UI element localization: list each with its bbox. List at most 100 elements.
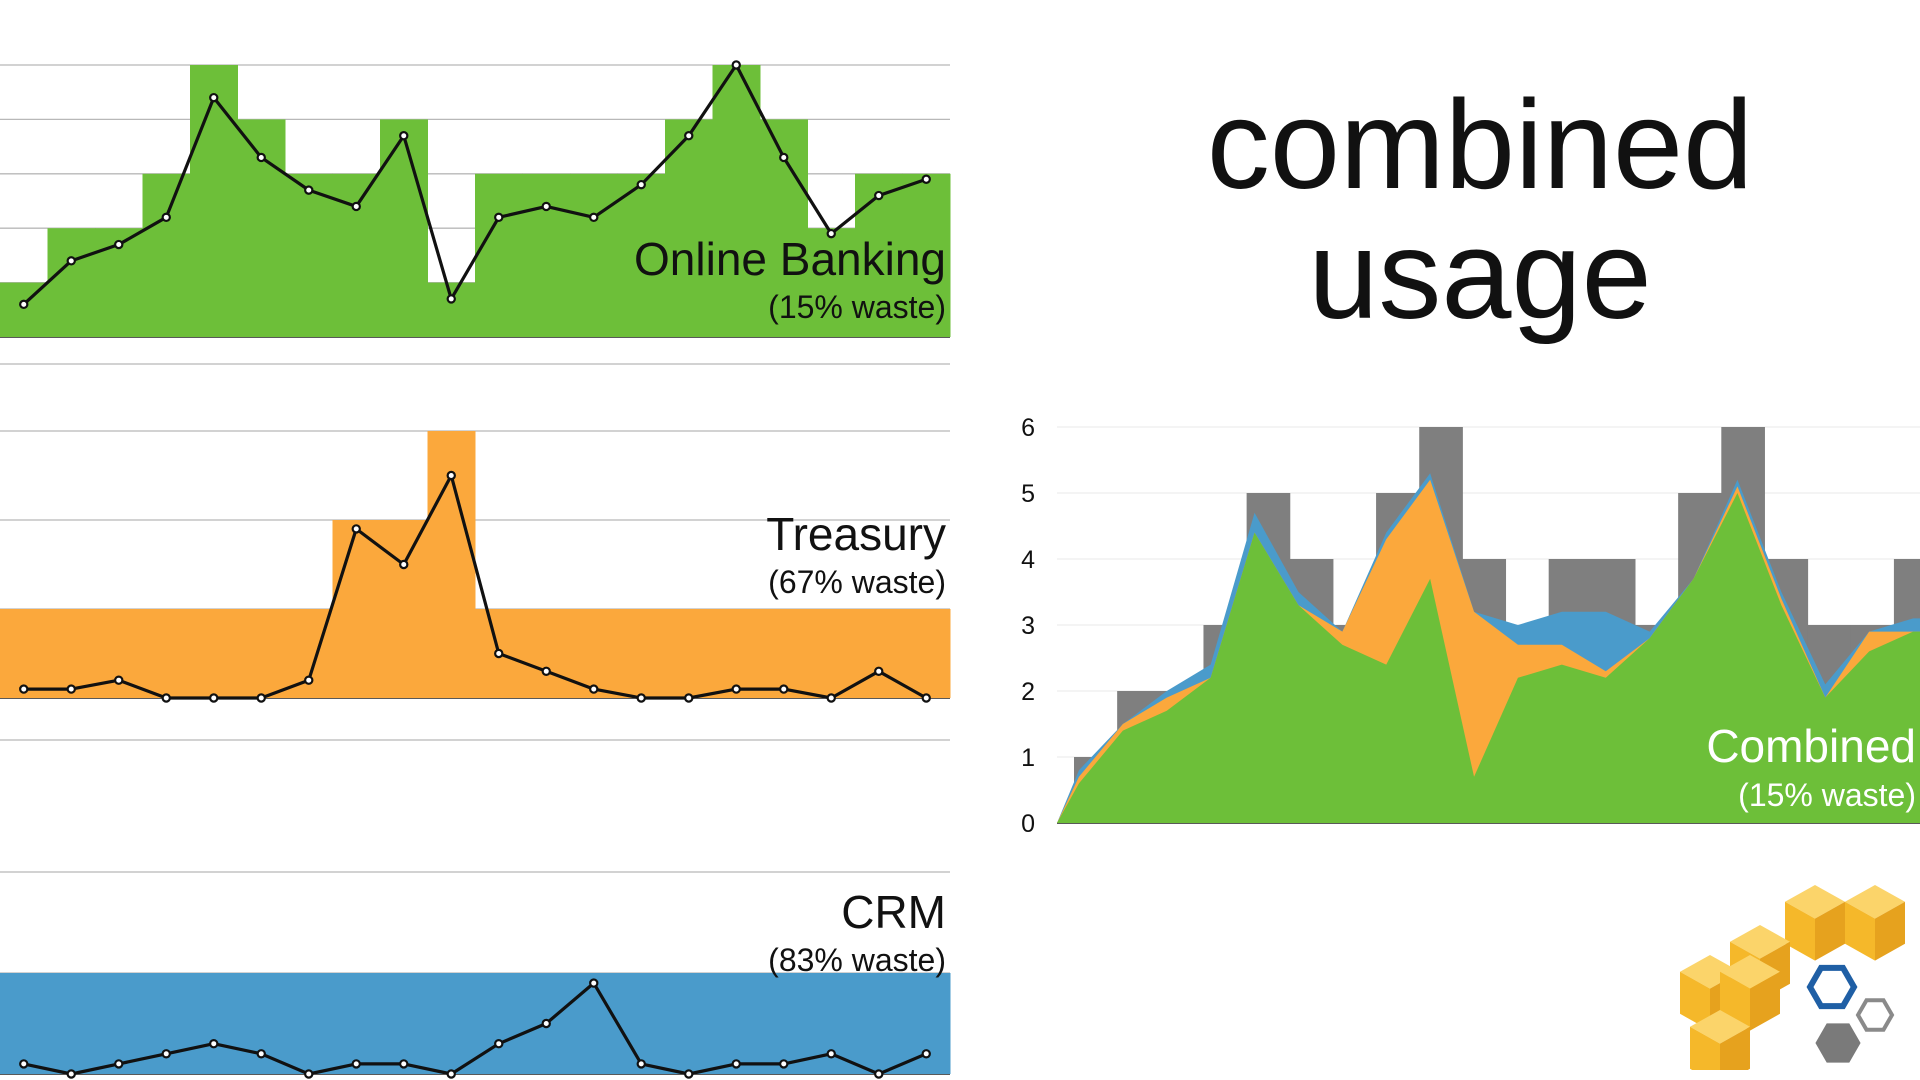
capacity-bar [665,973,713,1074]
usage-point [684,693,694,703]
usage-point [19,1059,29,1069]
usage-point [636,693,646,703]
capacity-bar [712,65,761,337]
usage-point [636,1059,646,1069]
y-tick-label: 3 [1021,612,1035,640]
usage-point [161,693,171,703]
usage-point [399,1059,409,1069]
usage-point [921,174,931,184]
usage-point [921,1049,931,1059]
capacity-bar [427,282,476,337]
capacity-bar [665,119,713,338]
capacity-bar [0,973,48,1074]
usage-line [23,473,928,700]
usage-point [826,228,836,239]
capacity-bar [190,65,238,337]
capacity-bar [142,609,191,698]
capacity-bar [380,119,428,338]
waste-label: (15% waste) [768,289,946,325]
series-label: Online Banking [634,233,946,285]
usage-point [874,1069,884,1079]
capacity-bar [237,119,286,338]
capacity-bar [807,609,856,698]
usage-point [636,179,646,190]
capacity-bar [0,609,48,698]
series-label: Combined [1706,720,1916,772]
usage-point [446,470,456,481]
usage-point [114,239,124,250]
usage-point [19,684,29,694]
capacity-bar [285,973,333,1074]
slide-title: combined usage [1140,80,1820,340]
usage-point [541,201,551,212]
y-tick-label: 2 [1021,678,1035,706]
waste-label: (67% waste) [768,564,946,600]
aws-logo-cubes-icon [1680,885,1905,1070]
usage-point [826,693,836,703]
usage-point [494,1038,504,1049]
usage-point [589,978,599,988]
panel-treasury: Treasury (67% waste) [0,430,951,703]
capacity-bar [475,173,523,337]
logo-cube [1845,885,1905,961]
usage-point [209,1038,219,1049]
capacity-bar [285,173,333,337]
logo-hexagon [1855,998,1895,1032]
capacity-bar [902,609,951,698]
capacity-bar [332,973,381,1074]
y-tick-label: 0 [1021,810,1035,838]
usage-point [684,1069,694,1079]
usage-point [304,1069,314,1079]
usage-point [826,1049,836,1059]
usage-point [921,693,931,703]
usage-line [22,63,927,306]
capacity-bar [665,609,713,698]
series-label: Treasury [766,508,946,560]
usage-point [589,684,599,694]
capacity-bar [190,973,238,1074]
logo-cube [1785,885,1845,961]
usage-point [684,131,694,141]
title-line-2: usage [1308,204,1652,345]
series-label: CRM [841,886,946,938]
capacity-bar [237,609,286,698]
usage-point [399,131,409,141]
usage-point [256,1049,266,1059]
capacity-bar [617,973,666,1074]
panel-online-banking: Online Banking (15% waste) [0,60,951,338]
capacity-bar [760,973,808,1074]
capacity-bar [712,973,761,1074]
capacity-bar [427,973,476,1074]
usage-point [66,256,76,266]
usage-point [731,1059,741,1069]
y-tick-label: 1 [1021,744,1035,772]
usage-point [779,1059,789,1069]
usage-point [446,1069,456,1079]
waste-label: (15% waste) [1738,777,1916,813]
capacity-bar [570,973,618,1074]
usage-point [399,559,409,570]
panel-combined: 0 1 2 3 4 5 6 Combined (15% waste) [1021,414,1920,838]
capacity-bar [760,609,808,698]
usage-point [779,152,789,163]
usage-point [589,212,599,223]
capacity-bar [712,609,761,698]
usage-point [256,152,266,163]
usage-point [209,693,219,703]
y-tick-label: 5 [1021,480,1035,508]
usage-point [874,666,884,677]
capacity-bar [332,173,381,337]
capacity-bar [902,973,951,1074]
capacity-bar [142,173,191,337]
capacity-bar [0,282,48,337]
waste-label: (83% waste) [768,942,946,978]
capacity-bar [237,973,286,1074]
usage-point [351,524,361,534]
usage-point [256,693,266,703]
capacity-bar [380,973,428,1074]
usage-point [66,1069,76,1079]
capacity-bar [522,173,571,337]
capacity-bar [855,173,903,337]
capacity-bar [47,973,96,1074]
